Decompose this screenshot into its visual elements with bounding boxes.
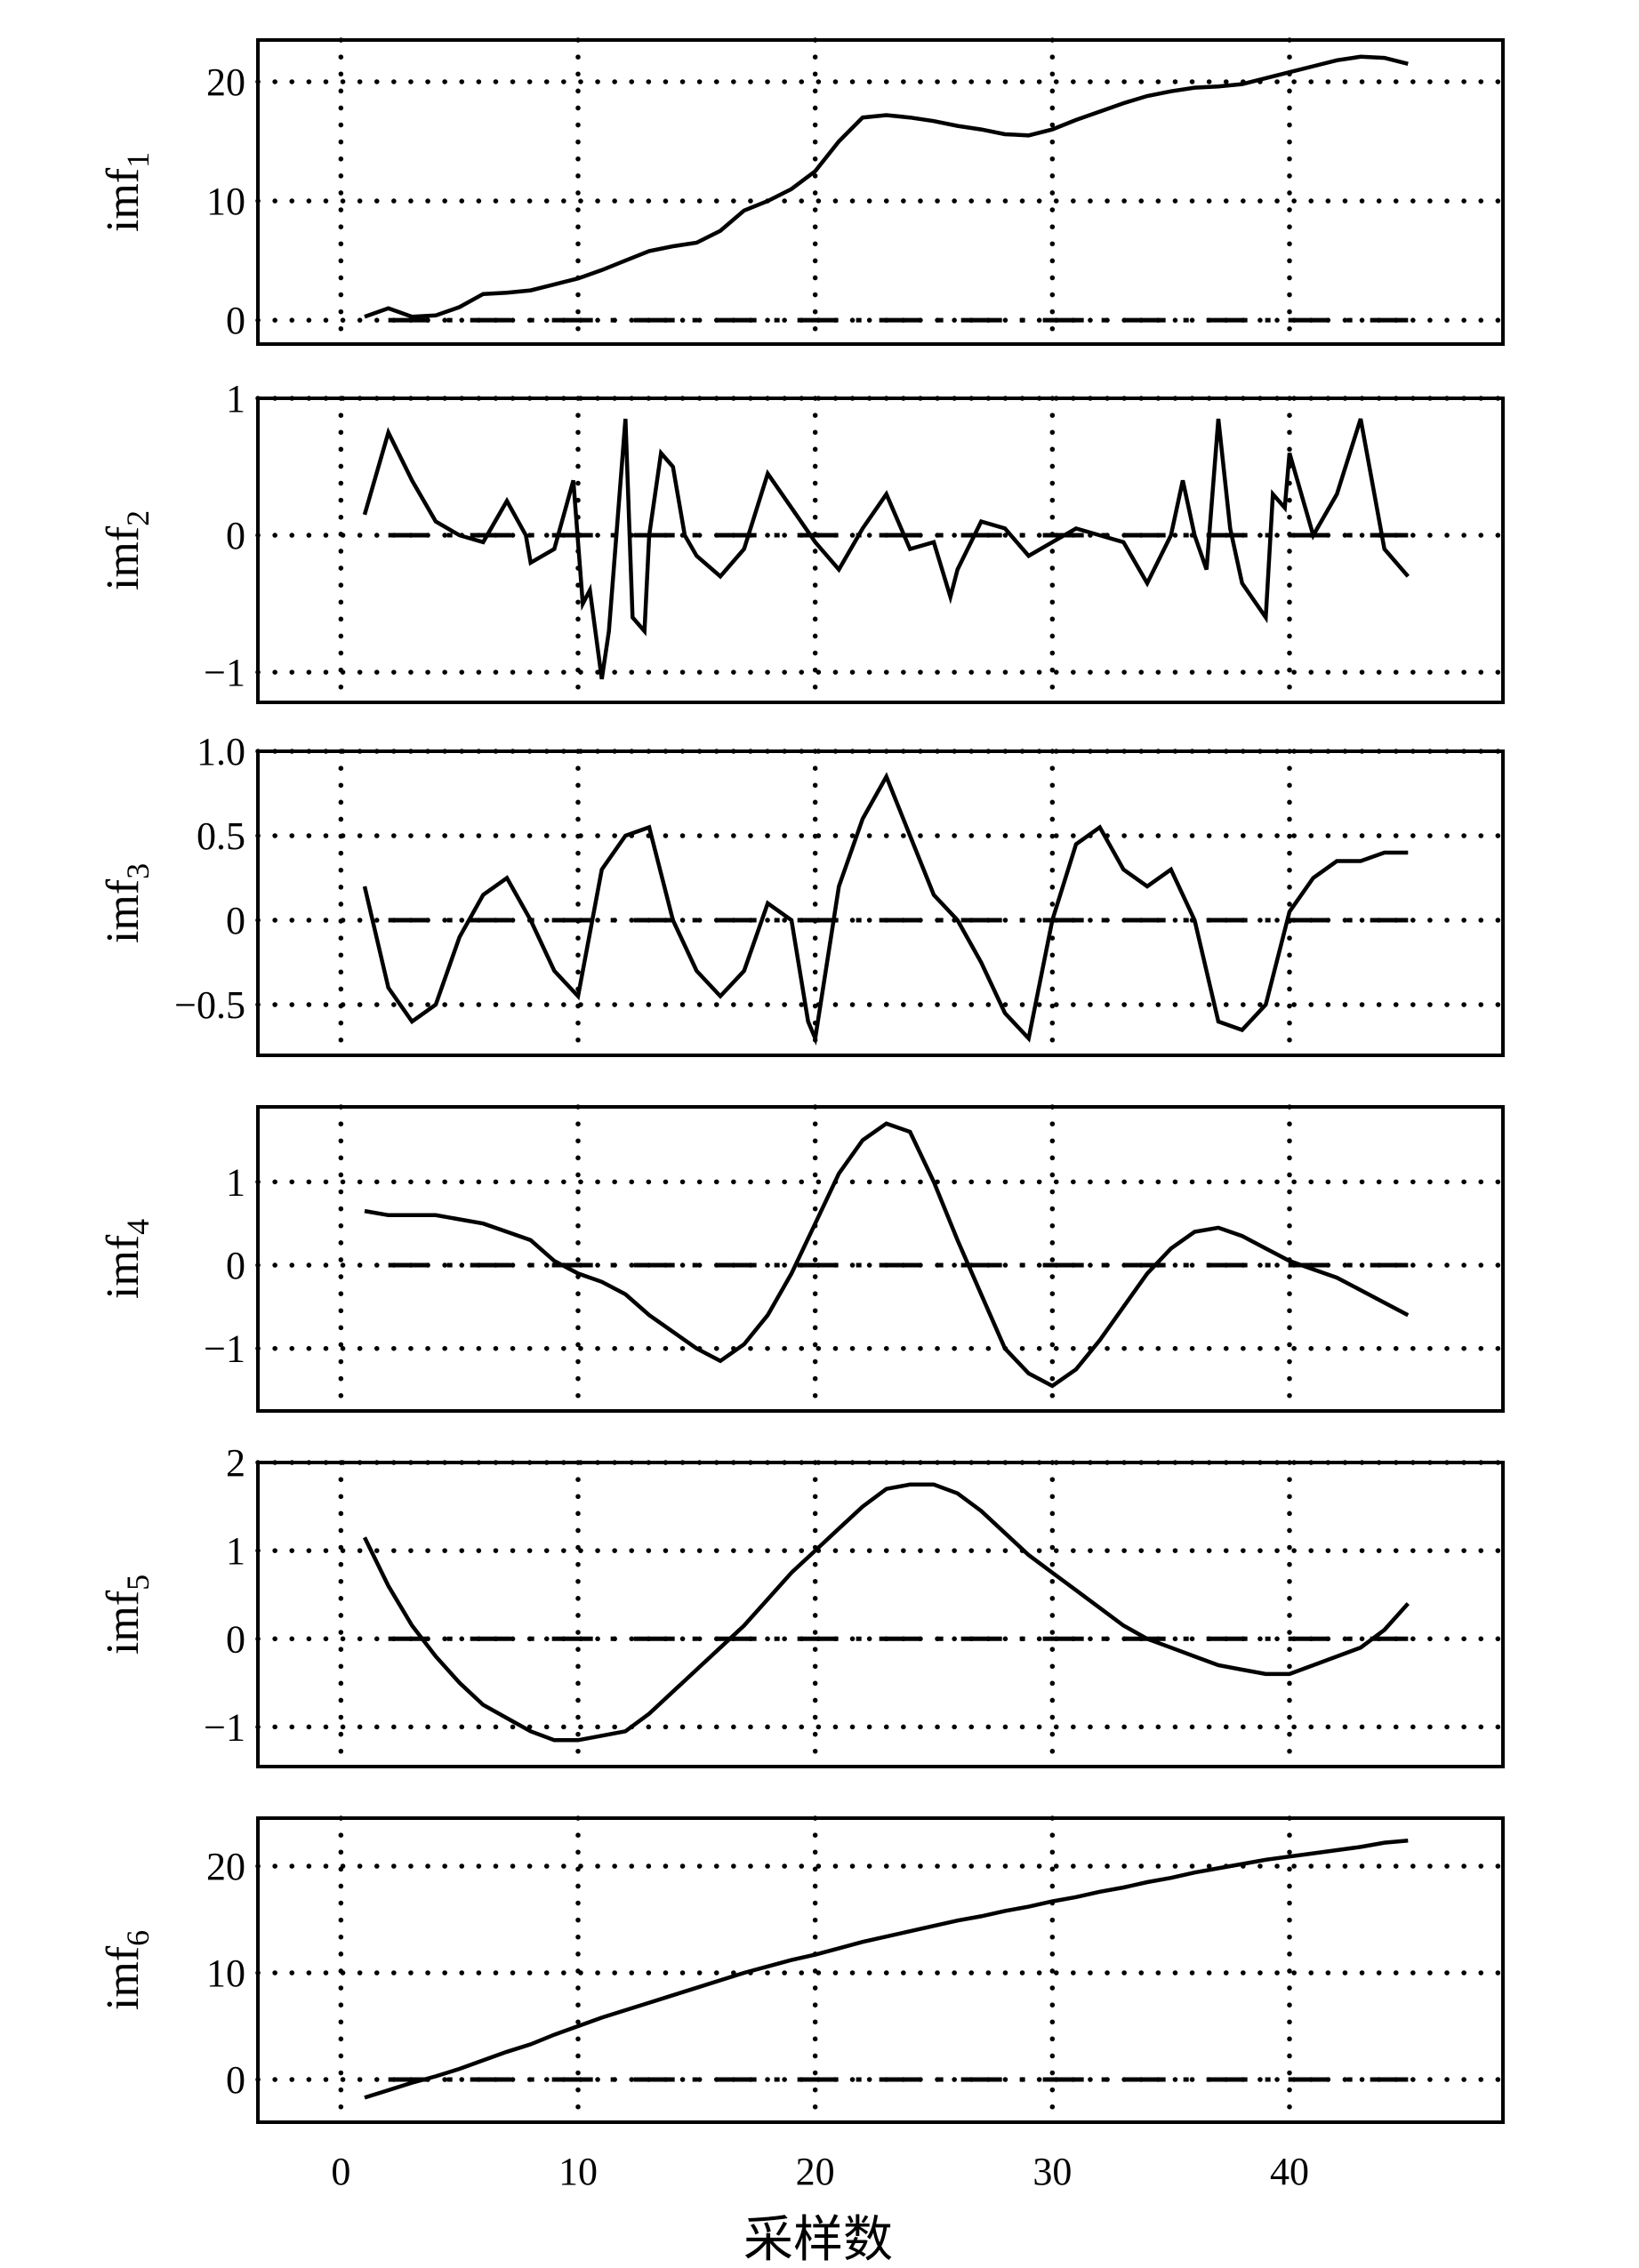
y-axis-title: imf6 <box>98 1930 156 2010</box>
y-tick-label: 0.5 <box>197 814 245 858</box>
y-axis-title: imf5 <box>98 1575 156 1655</box>
y-axis-title-base: imf <box>98 1945 149 2010</box>
y-tick-label: 20 <box>206 60 245 104</box>
y-axis-title-base: imf <box>98 878 149 943</box>
panel-imf5: −1 0 1 2 imf5 <box>98 1441 1506 1769</box>
y-axis-title-subscript: 4 <box>120 1219 156 1235</box>
imf2-series-line <box>362 418 1410 680</box>
plot-frame <box>256 1105 1505 1413</box>
y-tick-label: 1 <box>226 377 245 421</box>
y-tick-label: 0 <box>226 1244 245 1287</box>
x-tick-label: 0 <box>331 2150 350 2193</box>
y-axis-title-base: imf <box>98 1234 149 1299</box>
y-axis-title-subscript: 2 <box>120 510 156 526</box>
panel-imf4: −1 0 1 imf4 <box>98 1104 1506 1414</box>
plot-frame <box>256 397 1505 704</box>
panel-imf6: 0 10 20 0 10 20 30 40 imf6 <box>98 1815 1506 2193</box>
y-tick-label: 1.0 <box>197 730 245 773</box>
y-tick-label: 0 <box>226 2058 245 2102</box>
plot-frame <box>256 38 1505 346</box>
x-tick-label: 30 <box>1032 2150 1072 2193</box>
y-axis-title: imf1 <box>98 152 156 232</box>
y-axis-title-subscript: 3 <box>120 863 156 879</box>
y-tick-label: 0 <box>226 1617 245 1661</box>
panel-imf1: 0 10 20 imf1 <box>98 37 1506 347</box>
y-tick-label: 10 <box>206 1951 245 1995</box>
x-tick-label: 20 <box>796 2150 835 2193</box>
y-axis-title-base: imf <box>98 167 149 232</box>
y-axis-title-subscript: 6 <box>120 1930 156 1946</box>
x-tick-label: 10 <box>558 2150 598 2193</box>
panel-imf2: −1 0 1 imf2 <box>98 377 1506 705</box>
y-axis-title-subscript: 5 <box>120 1575 156 1591</box>
plot-frame <box>256 1816 1505 2124</box>
y-tick-label: 20 <box>206 1845 245 1888</box>
y-tick-label: 10 <box>206 180 245 223</box>
y-tick-label: 1 <box>226 1529 245 1573</box>
imf5-series-line <box>362 1482 1410 1743</box>
imf6-series-line <box>364 1838 1409 2100</box>
imf1-series-line <box>364 54 1409 319</box>
imf4-series-line <box>364 1121 1410 1389</box>
y-tick-label: 2 <box>226 1441 245 1485</box>
y-axis-title-base: imf <box>98 1590 149 1655</box>
plot-frame <box>256 1461 1505 1768</box>
x-tick-label: 40 <box>1270 2150 1309 2193</box>
y-axis-title: imf2 <box>98 510 156 590</box>
x-axis-title: 采样数 <box>743 2213 893 2268</box>
y-tick-label: 1 <box>226 1160 245 1204</box>
y-axis-title-base: imf <box>98 525 149 590</box>
plot-frame <box>256 749 1505 1057</box>
y-tick-label: −1 <box>204 1705 245 1749</box>
y-axis-title-subscript: 1 <box>120 152 156 168</box>
y-tick-label: 0 <box>226 514 245 557</box>
y-tick-label: 0 <box>226 299 245 342</box>
panel-imf3: −0.5 0 0.5 1.0 imf3 <box>98 730 1506 1058</box>
imf3-series-line <box>362 772 1409 1046</box>
y-axis-title: imf4 <box>98 1219 156 1299</box>
y-axis-title: imf3 <box>98 863 156 943</box>
y-tick-label: −1 <box>204 651 245 694</box>
y-tick-label: 0 <box>226 899 245 942</box>
y-tick-label: −0.5 <box>174 983 245 1027</box>
y-tick-label: −1 <box>204 1327 245 1371</box>
